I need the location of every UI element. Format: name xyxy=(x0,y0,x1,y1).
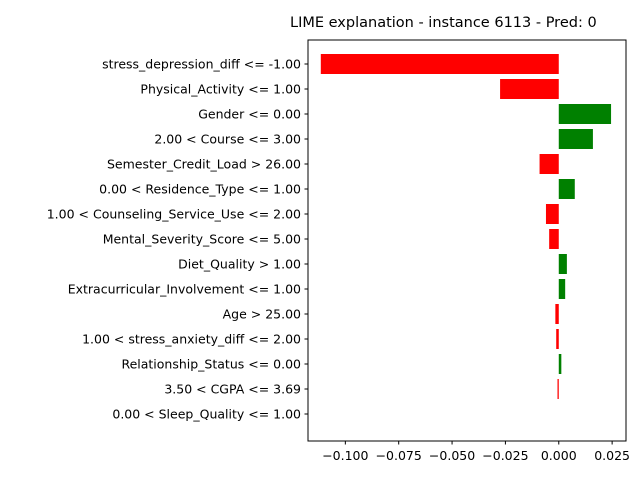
y-tick-label-14: 0.00 < Sleep_Quality <= 1.00 xyxy=(112,407,301,422)
bar-3 xyxy=(558,129,593,149)
y-tick-label-5: 0.00 < Residence_Type <= 1.00 xyxy=(99,182,301,197)
y-tick-label-11: 1.00 < stress_anxiety_diff <= 2.00 xyxy=(82,332,301,347)
bar-10 xyxy=(555,304,559,324)
bar-0 xyxy=(320,54,559,74)
bar-7 xyxy=(549,229,559,249)
y-tick-label-3: 2.00 < Course <= 3.00 xyxy=(154,132,301,147)
bar-8 xyxy=(558,254,567,274)
bar-5 xyxy=(558,179,575,199)
y-tick-label-9: Extracurricular_Involvement <= 1.00 xyxy=(68,282,301,297)
bar-11 xyxy=(556,329,559,349)
y-tick-label-2: Gender <= 0.00 xyxy=(198,107,301,122)
y-tick-label-13: 3.50 < CGPA <= 3.69 xyxy=(164,382,301,397)
x-tick-label-0: −0.100 xyxy=(322,448,368,463)
bars-group xyxy=(320,54,612,399)
x-tick-label-3: −0.025 xyxy=(482,448,528,463)
bar-9 xyxy=(558,279,566,299)
y-tick-label-8: Diet_Quality > 1.00 xyxy=(178,257,301,272)
bar-2 xyxy=(558,104,612,124)
x-ticks: −0.100 −0.075 −0.050 −0.025 0.000 0.025 xyxy=(322,441,630,463)
bar-13 xyxy=(557,379,559,399)
chart-title: LIME explanation - instance 6113 - Pred:… xyxy=(290,15,597,31)
x-tick-label-4: 0.000 xyxy=(541,448,577,463)
y-tick-label-1: Physical_Activity <= 1.00 xyxy=(140,82,301,97)
y-tick-label-7: Mental_Severity_Score <= 5.00 xyxy=(103,232,301,247)
y-tick-label-10: Age > 25.00 xyxy=(223,307,301,322)
y-tick-labels: stress_depression_diff <= -1.00 Physical_… xyxy=(47,57,308,422)
x-tick-label-1: −0.075 xyxy=(376,448,422,463)
y-tick-label-0: stress_depression_diff <= -1.00 xyxy=(102,57,301,72)
plot-frame xyxy=(307,39,627,442)
y-tick-label-4: Semester_Credit_Load > 26.00 xyxy=(107,157,301,172)
bar-6 xyxy=(545,204,559,224)
x-tick-label-5: 0.025 xyxy=(594,448,630,463)
bar-1 xyxy=(500,79,559,99)
y-tick-label-12: Relationship_Status <= 0.00 xyxy=(121,357,301,372)
bar-4 xyxy=(539,154,559,174)
x-tick-label-2: −0.050 xyxy=(429,448,475,463)
bar-12 xyxy=(558,354,562,374)
y-tick-label-6: 1.00 < Counseling_Service_Use <= 2.00 xyxy=(47,207,301,222)
